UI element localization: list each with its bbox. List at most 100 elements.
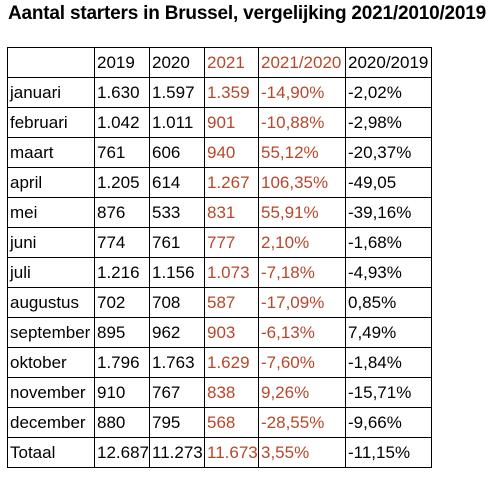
cell-year-2020: 606	[149, 137, 205, 168]
cell-month: december	[7, 407, 95, 438]
cell-year-2020: 1.763	[149, 347, 205, 378]
cell-change-2020-2019: -49,05	[345, 167, 432, 198]
cell-change-2021-2020: -28,55%	[258, 407, 346, 438]
cell-year-2021: 568	[204, 407, 259, 438]
cell-change-2021-2020: -17,09%	[258, 287, 346, 318]
cell-year-2021: 777	[204, 227, 259, 258]
cell-month: mei	[7, 197, 95, 228]
cell-year-2021: 1.073	[204, 257, 259, 288]
cell-year-2020: 1.597	[149, 77, 205, 108]
cell-month: augustus	[7, 287, 95, 318]
header-cell-year-2020: 2020	[149, 47, 205, 78]
cell-change-2020-2019: -1,84%	[345, 347, 432, 378]
cell-year-2019: 876	[94, 197, 150, 228]
cell-year-2020: 767	[149, 377, 205, 408]
cell-year-2021: 901	[204, 107, 259, 138]
cell-year-2020: 795	[149, 407, 205, 438]
cell-year-2021: 11.673	[204, 437, 259, 468]
cell-month: september	[7, 317, 95, 348]
cell-year-2020: 533	[149, 197, 205, 228]
cell-year-2021: 587	[204, 287, 259, 318]
header-row: 2019 2020 2021 2021/2020 2020/2019	[7, 47, 432, 78]
cell-year-2019: 1.796	[94, 347, 150, 378]
cell-change-2021-2020: 9,26%	[258, 377, 346, 408]
cell-year-2020: 614	[149, 167, 205, 198]
cell-year-2019: 1.630	[94, 77, 150, 108]
header-cell-month	[7, 47, 95, 78]
cell-year-2021: 1.359	[204, 77, 259, 108]
cell-change-2021-2020: -7,60%	[258, 347, 346, 378]
table-row: Totaal 12.687 11.273 11.673 3,55% -11,15%	[7, 437, 432, 468]
table-row: november 910 767 838 9,26% -15,71%	[7, 377, 432, 408]
cell-month: Totaal	[7, 437, 95, 468]
cell-change-2020-2019: -11,15%	[345, 437, 432, 468]
cell-month: juni	[7, 227, 95, 258]
table-row: januari 1.630 1.597 1.359 -14,90% -2,02%	[7, 77, 432, 108]
cell-year-2020: 761	[149, 227, 205, 258]
cell-year-2019: 12.687	[94, 437, 150, 468]
cell-year-2019: 1.216	[94, 257, 150, 288]
cell-year-2020: 11.273	[149, 437, 205, 468]
cell-year-2021: 940	[204, 137, 259, 168]
cell-change-2020-2019: -1,68%	[345, 227, 432, 258]
cell-year-2021: 838	[204, 377, 259, 408]
table-row: april 1.205 614 1.267 106,35% -49,05	[7, 167, 432, 198]
cell-year-2019: 910	[94, 377, 150, 408]
cell-change-2021-2020: 55,91%	[258, 197, 346, 228]
cell-month: april	[7, 167, 95, 198]
cell-change-2020-2019: -2,02%	[345, 77, 432, 108]
cell-year-2021: 1.267	[204, 167, 259, 198]
cell-change-2020-2019: -4,93%	[345, 257, 432, 288]
table-row: december 880 795 568 -28,55% -9,66%	[7, 407, 432, 438]
cell-change-2020-2019: 0,85%	[345, 287, 432, 318]
header-cell-year-2019: 2019	[94, 47, 150, 78]
table-row: mei 876 533 831 55,91% -39,16%	[7, 197, 432, 228]
cell-year-2021: 903	[204, 317, 259, 348]
cell-year-2019: 880	[94, 407, 150, 438]
cell-year-2021: 1.629	[204, 347, 259, 378]
table-row: februari 1.042 1.011 901 -10,88% -2,98%	[7, 107, 432, 138]
cell-change-2021-2020: -10,88%	[258, 107, 346, 138]
cell-change-2021-2020: 55,12%	[258, 137, 346, 168]
cell-change-2020-2019: -2,98%	[345, 107, 432, 138]
cell-change-2021-2020: 2,10%	[258, 227, 346, 258]
page-title: Aantal starters in Brussel, vergelijking…	[8, 3, 486, 24]
table-row: juni 774 761 777 2,10% -1,68%	[7, 227, 432, 258]
table-row: maart 761 606 940 55,12% -20,37%	[7, 137, 432, 168]
cell-change-2020-2019: -15,71%	[345, 377, 432, 408]
cell-change-2021-2020: -7,18%	[258, 257, 346, 288]
table-row: september 895 962 903 -6,13% 7,49%	[7, 317, 432, 348]
cell-month: oktober	[7, 347, 95, 378]
cell-year-2019: 702	[94, 287, 150, 318]
table-row: oktober 1.796 1.763 1.629 -7,60% -1,84%	[7, 347, 432, 378]
starters-table: 2019 2020 2021 2021/2020 2020/2019 januari 1.6…	[7, 47, 432, 468]
table-row: juli 1.216 1.156 1.073 -7,18% -4,93%	[7, 257, 432, 288]
header-cell-change-2021-2020: 2021/2020	[258, 47, 346, 78]
cell-change-2021-2020: -14,90%	[258, 77, 346, 108]
header-cell-year-2021: 2021	[204, 47, 259, 78]
cell-change-2021-2020: 3,55%	[258, 437, 346, 468]
cell-month: januari	[7, 77, 95, 108]
cell-year-2020: 962	[149, 317, 205, 348]
cell-year-2019: 1.042	[94, 107, 150, 138]
cell-month: maart	[7, 137, 95, 168]
cell-change-2020-2019: -39,16%	[345, 197, 432, 228]
cell-change-2020-2019: -9,66%	[345, 407, 432, 438]
cell-month: november	[7, 377, 95, 408]
cell-month: juli	[7, 257, 95, 288]
cell-year-2020: 1.011	[149, 107, 205, 138]
cell-change-2020-2019: -20,37%	[345, 137, 432, 168]
cell-year-2019: 761	[94, 137, 150, 168]
cell-change-2021-2020: -6,13%	[258, 317, 346, 348]
cell-year-2019: 774	[94, 227, 150, 258]
cell-month: februari	[7, 107, 95, 138]
cell-year-2019: 895	[94, 317, 150, 348]
table-row: augustus 702 708 587 -17,09% 0,85%	[7, 287, 432, 318]
cell-year-2019: 1.205	[94, 167, 150, 198]
cell-year-2021: 831	[204, 197, 259, 228]
cell-year-2020: 708	[149, 287, 205, 318]
cell-year-2020: 1.156	[149, 257, 205, 288]
header-cell-change-2020-2019: 2020/2019	[345, 47, 432, 78]
cell-change-2020-2019: 7,49%	[345, 317, 432, 348]
cell-change-2021-2020: 106,35%	[258, 167, 346, 198]
